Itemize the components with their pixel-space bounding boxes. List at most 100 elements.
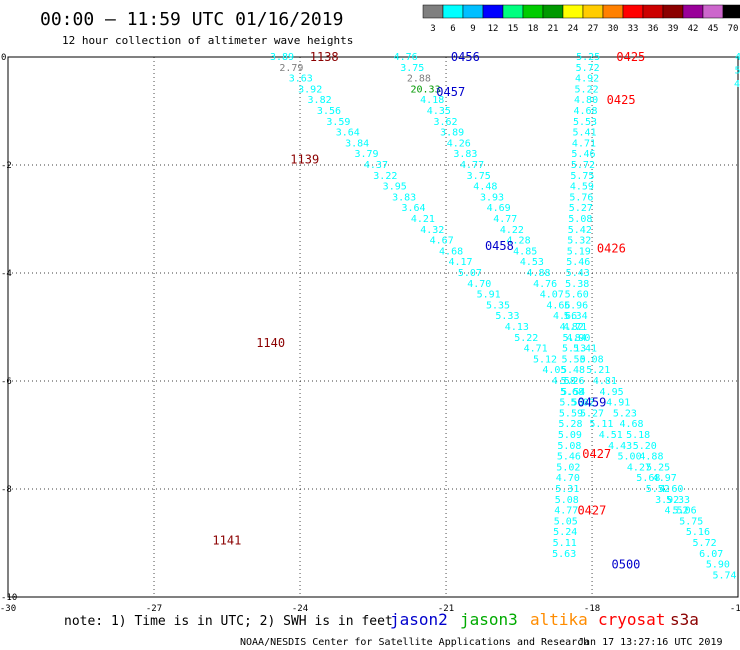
colorbar-label: 24: [568, 24, 579, 34]
s3a-track: 3.892.793.633.923.823.563.593.643.843.79…: [270, 52, 689, 517]
swh-value: 3.92: [298, 84, 322, 95]
colorbar-swatch: [682, 4, 704, 19]
swh-value: 3.75: [467, 171, 491, 182]
swh-value: 5.27: [580, 408, 604, 419]
swh-value: 4.17: [448, 257, 472, 268]
swh-value: 4.27: [627, 462, 651, 473]
colorbar-label: 15: [508, 24, 519, 34]
swh-value: 5.84: [563, 333, 587, 344]
pass-time-label: 0456: [451, 50, 480, 64]
swh-value: 4.70: [556, 473, 580, 484]
swh-value: 5.48: [561, 365, 585, 376]
swh-value: 5.07: [458, 268, 482, 279]
swh-value: 3.22: [373, 171, 397, 182]
swh-value: 4.67: [430, 236, 454, 247]
swh-value: 4.88: [526, 268, 550, 279]
swh-value: 4: [734, 79, 740, 90]
swh-value: 5.43: [566, 268, 590, 279]
swh-value: 4.60: [659, 484, 683, 495]
pass-time-label: 0425: [607, 93, 636, 107]
swh-value: 4.85: [513, 246, 537, 257]
footer-credit: NOAA/NESDIS Center for Satellite Applica…: [240, 637, 589, 648]
swh-value: 5.46: [557, 452, 581, 463]
colorbar-swatch: [522, 4, 544, 19]
swh-value: 5.42: [568, 225, 592, 236]
swh-value: 5.24: [553, 527, 577, 538]
pass-time-label: 0427: [577, 504, 606, 518]
swh-value: 3.93: [480, 192, 504, 203]
swh-value: 5.25: [646, 462, 670, 473]
footer-timestamp: Jan 17 13:27:16 UTC 2019: [578, 637, 723, 648]
pass-time-label: 0458: [485, 239, 514, 253]
swh-value: 4.68: [573, 106, 597, 117]
swh-value: 3.92: [655, 495, 679, 506]
swh-value: 5.06: [673, 506, 697, 517]
swh-value: 5.13: [562, 344, 586, 355]
swh-value: 4.32: [420, 225, 444, 236]
swh-value: 5.74: [712, 570, 736, 581]
x-tick-label: -24: [292, 604, 308, 614]
swh-value: 4.26: [447, 138, 471, 149]
swh-value: 4.66: [553, 311, 577, 322]
plot-frame: [7, 56, 739, 598]
swh-value: 5.63: [552, 549, 576, 560]
colorbar-label: 27: [588, 24, 599, 34]
swh-value: 4.71: [524, 344, 548, 355]
swh-value: 5.52: [646, 484, 670, 495]
colorbar-swatch: [442, 4, 464, 19]
colorbar-swatch: [642, 4, 664, 19]
swh-value: 2.88: [407, 74, 431, 85]
map-subtitle: 12 hour collection of altimeter wave hei…: [62, 34, 353, 47]
swh-value: 5.72: [576, 63, 600, 74]
swh-value: 4.69: [487, 203, 511, 214]
swh-value: 5.41: [573, 344, 597, 355]
y-tick-label: -2: [1, 161, 12, 171]
swh-value: 3.95: [383, 182, 407, 193]
swh-value: 5.08: [555, 495, 579, 506]
colorbar-swatch: [462, 4, 484, 19]
map-title: 00:00 — 11:59 UTC 01/16/2019: [40, 9, 343, 30]
altimeter-tracks: 3.892.793.633.923.823.563.593.643.843.79…: [270, 52, 740, 581]
swh-value: 4.28: [507, 236, 531, 247]
swh-value: 5.41: [572, 128, 596, 139]
swh-value: 5.00: [618, 452, 642, 463]
swh-value: 5.35: [486, 300, 510, 311]
swh-value: 5.72: [693, 538, 717, 549]
swh-value: 3.84: [345, 138, 369, 149]
swh-value: 4.80: [574, 95, 598, 106]
swh-value: 5.46: [566, 257, 590, 268]
y-tick-label: -8: [1, 485, 12, 495]
swh-value: 5.33: [495, 311, 519, 322]
swh-value: 5.56: [559, 398, 583, 409]
swh-value: 4.81: [593, 376, 617, 387]
swh-value: 4.88: [639, 452, 663, 463]
y-tick-label: -10: [1, 593, 17, 603]
edge-track: 4 5 4: [734, 52, 740, 90]
pass-time-label: 0426: [597, 242, 626, 256]
swh-value: 3.83: [392, 192, 416, 203]
swh-value: 5.72: [571, 160, 595, 171]
swh-value: 5.53: [573, 117, 597, 128]
colorbar-label: 3: [430, 24, 435, 34]
swh-value: 5.08: [580, 354, 604, 365]
colorbar-swatch: [582, 4, 604, 19]
pass-time-label: 1140: [256, 336, 285, 350]
x-tick-label: -18: [584, 604, 600, 614]
swh-value: 5.18: [626, 430, 650, 441]
swh-value: 4.05: [542, 365, 566, 376]
pass-time-label: 0427: [582, 447, 611, 461]
legend-jason3: jason3: [460, 610, 518, 629]
colorbar-swatch: [602, 4, 624, 19]
swh-value: 4.68: [619, 419, 643, 430]
swh-value: 4.18: [420, 95, 444, 106]
swh-value: 5.60: [565, 290, 589, 301]
swh-value: 4.48: [473, 182, 497, 193]
colorbar-label: 6: [450, 24, 455, 34]
swh-value: 4.97: [653, 473, 677, 484]
x-tick-label: -15: [730, 604, 740, 614]
colorbar-swatch: [422, 4, 444, 19]
swh-value: 5.19: [567, 246, 591, 257]
swh-value: 5.11: [553, 538, 577, 549]
swh-value: 4.71: [572, 138, 596, 149]
